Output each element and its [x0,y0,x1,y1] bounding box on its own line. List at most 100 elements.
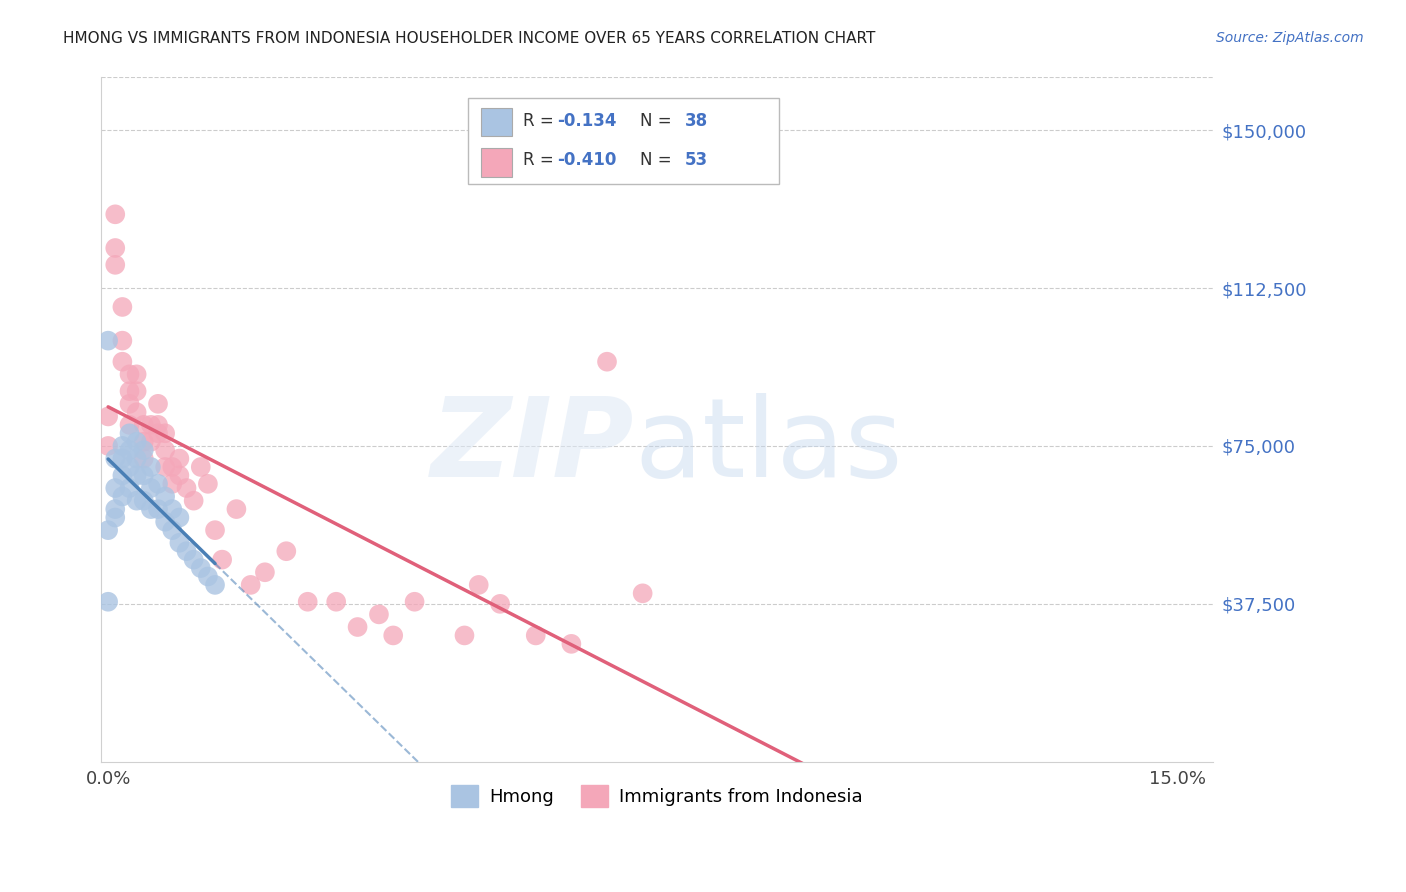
Point [111,451,134,466]
Text: R =: R = [523,152,560,169]
Point [162,476,184,491]
Point [453,628,475,642]
Point [97,334,120,348]
FancyBboxPatch shape [468,98,779,184]
Point [97,595,120,609]
Point [239,578,262,592]
Point [211,552,233,566]
Point [631,586,654,600]
Point [253,566,276,580]
Point [118,443,141,458]
Point [183,493,205,508]
Point [139,417,162,432]
Text: N =: N = [640,152,678,169]
Text: -0.134: -0.134 [557,112,616,130]
Legend: Hmong, Immigrants from Indonesia: Hmong, Immigrants from Indonesia [444,778,870,814]
Point [146,417,169,432]
Point [297,595,319,609]
Point [104,241,127,255]
Point [346,620,368,634]
Point [183,552,205,566]
Point [118,426,141,441]
Point [125,405,148,419]
Point [97,439,120,453]
Point [125,451,148,466]
Point [153,426,176,441]
Point [125,384,148,399]
Point [104,207,127,221]
Point [118,384,141,399]
Point [153,443,176,458]
Point [153,490,176,504]
Point [225,502,247,516]
Text: 53: 53 [685,152,707,169]
Point [104,258,127,272]
Text: ZIP: ZIP [432,393,634,500]
Point [325,595,347,609]
Point [125,493,148,508]
Point [162,502,184,516]
Point [118,397,141,411]
Point [176,481,198,495]
Point [118,460,141,475]
Point [169,536,191,550]
Point [368,607,391,622]
Point [132,493,155,508]
Point [118,417,141,432]
Point [132,451,155,466]
Point [104,481,127,495]
Point [125,434,148,449]
Point [596,354,619,368]
Point [111,334,134,348]
Point [197,476,219,491]
Text: Source: ZipAtlas.com: Source: ZipAtlas.com [1216,31,1364,45]
Point [104,510,127,524]
Point [197,569,219,583]
Point [560,637,582,651]
Text: 38: 38 [685,112,707,130]
Point [97,523,120,537]
Point [169,468,191,483]
Text: R =: R = [523,112,560,130]
Point [190,561,212,575]
Point [111,490,134,504]
Point [139,434,162,449]
Point [169,510,191,524]
Point [162,460,184,475]
Text: N =: N = [640,112,678,130]
Point [111,439,134,453]
Point [276,544,298,558]
Point [153,460,176,475]
Point [118,368,141,382]
Point [153,515,176,529]
FancyBboxPatch shape [481,108,512,136]
Point [125,468,148,483]
Point [382,628,405,642]
Point [132,417,155,432]
Point [146,426,169,441]
Point [104,451,127,466]
Text: HMONG VS IMMIGRANTS FROM INDONESIA HOUSEHOLDER INCOME OVER 65 YEARS CORRELATION : HMONG VS IMMIGRANTS FROM INDONESIA HOUSE… [63,31,876,46]
Point [125,368,148,382]
Text: atlas: atlas [634,393,903,500]
Text: -0.410: -0.410 [557,152,616,169]
Point [132,434,155,449]
Point [139,460,162,475]
Point [97,409,120,424]
Point [104,502,127,516]
Point [204,523,226,537]
Point [467,578,489,592]
Point [162,523,184,537]
Point [169,451,191,466]
Point [132,468,155,483]
Point [111,354,134,368]
Point [146,502,169,516]
Point [139,481,162,495]
Point [176,544,198,558]
Point [146,397,169,411]
Point [404,595,426,609]
Point [111,300,134,314]
Point [118,481,141,495]
Point [190,460,212,475]
Point [132,443,155,458]
